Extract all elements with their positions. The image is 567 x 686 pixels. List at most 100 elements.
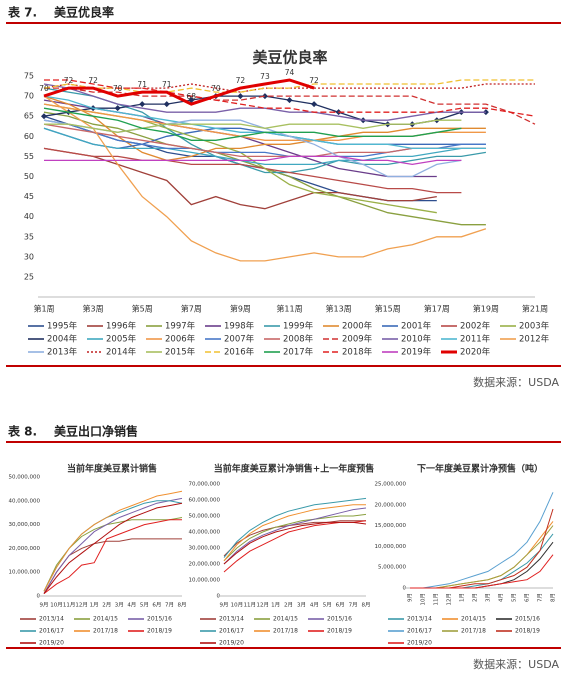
series-line <box>43 502 183 594</box>
marker <box>237 93 244 100</box>
series-line <box>410 521 554 589</box>
legend-label: 2002年 <box>460 321 491 332</box>
x-tick-label: 5月 <box>323 602 332 609</box>
x-tick-label: 12月 <box>75 602 88 609</box>
legend-label: 2012年 <box>519 334 550 345</box>
x-tick-label: 5月 <box>511 593 518 602</box>
y-tick-label: 15,000,000 <box>375 523 407 529</box>
y-tick-label: 65 <box>24 112 34 121</box>
x-tick-label: 12月 <box>256 602 269 609</box>
series-line <box>44 119 462 133</box>
legend-label: 2015/16 <box>327 616 352 623</box>
x-tick-label: 8月 <box>178 602 187 609</box>
legend-label: 1999年 <box>283 321 314 332</box>
legend-label: 2000年 <box>342 321 373 332</box>
x-tick-label: 3月 <box>485 593 492 602</box>
legend-label: 2013年 <box>47 347 78 358</box>
series-line <box>43 78 315 106</box>
x-tick-label: 第17周 <box>424 304 450 314</box>
legend-label: 2016/17 <box>39 628 64 635</box>
x-tick-label: 5月 <box>140 602 149 609</box>
series-line <box>43 107 462 141</box>
x-tick-label: 2月 <box>472 593 479 602</box>
series-line <box>223 520 366 557</box>
x-tick-label: 10月 <box>420 593 427 606</box>
series-line <box>410 554 554 589</box>
y-tick-label: 50 <box>24 172 34 181</box>
x-tick-label: 8月 <box>550 593 557 602</box>
legend-label: 2011年 <box>460 334 491 345</box>
data-label: 71 <box>162 80 172 89</box>
legend-label: 2013/14 <box>39 616 64 623</box>
legend-label: 2001年 <box>401 321 432 332</box>
series-line <box>43 519 182 594</box>
legend-label: 2014/15 <box>93 616 118 623</box>
legend-label: 2019/20 <box>407 640 432 647</box>
section-title: 美豆出口净销售 <box>54 424 138 439</box>
series-line <box>43 490 183 592</box>
marker <box>188 97 195 104</box>
x-tick-label: 12月 <box>446 593 453 606</box>
chart-title: 下一年度美豆累计净预售（吨） <box>417 463 543 475</box>
series-line <box>43 79 535 93</box>
legend-label: 2006年 <box>165 334 196 345</box>
legend-label: 2013/14 <box>407 616 432 623</box>
x-tick-label: 第19周 <box>473 304 499 314</box>
data-label: 72 <box>88 76 98 85</box>
series-line <box>43 147 437 210</box>
legend-label: 2016年 <box>224 347 255 358</box>
legend-label: 2018/19 <box>515 628 540 635</box>
y-tick-label: 40,000,000 <box>189 530 221 536</box>
x-tick-label: 1月 <box>459 593 466 602</box>
x-tick-label: 9月 <box>40 602 49 609</box>
y-tick-label: 35 <box>24 232 34 241</box>
legend-label: 2005年 <box>106 334 137 345</box>
x-tick-label: 2月 <box>284 602 293 609</box>
series-line <box>44 155 462 166</box>
x-tick-label: 第11周 <box>276 304 302 314</box>
legend-label: 2018年 <box>342 347 373 358</box>
section-title: 美豆优良率 <box>54 5 114 20</box>
legend-label: 2014/15 <box>461 616 486 623</box>
y-tick-label: 40,000,000 <box>9 498 41 504</box>
chart-title: 当前年度美豆累计销售 <box>67 463 157 475</box>
x-tick-label: 2月 <box>102 602 111 609</box>
x-tick-label: 1月 <box>90 602 99 609</box>
x-tick-label: 1月 <box>271 602 280 609</box>
legend-label: 1997年 <box>165 321 196 332</box>
series-line <box>223 504 366 562</box>
legend-label: 2013/14 <box>219 616 244 623</box>
x-tick-label: 4月 <box>498 593 505 602</box>
series-line <box>43 127 486 166</box>
y-tick-label: 50,000,000 <box>189 514 221 520</box>
legend-label: 1998年 <box>224 321 255 332</box>
x-tick-label: 11月 <box>63 602 76 609</box>
x-tick-label: 7月 <box>349 602 358 609</box>
y-tick-label: 20,000,000 <box>375 502 407 508</box>
y-tick-label: 75 <box>24 72 34 81</box>
chart-title: 美豆优良率 <box>252 49 327 67</box>
data-label: 68 <box>187 92 197 101</box>
legend-label: 2017/18 <box>461 628 486 635</box>
legend-label: 1996年 <box>106 321 137 332</box>
x-tick-label: 第3周 <box>83 304 104 314</box>
y-tick-label: 70,000,000 <box>189 482 221 488</box>
marker <box>286 97 293 104</box>
data-label: 70 <box>113 84 123 93</box>
y-tick-label: 30,000,000 <box>189 546 221 552</box>
series-line <box>223 521 367 565</box>
legend-label: 2014/15 <box>273 616 298 623</box>
x-tick-label: 第7周 <box>181 304 202 314</box>
y-tick-label: 70 <box>24 92 34 101</box>
series-line <box>43 538 182 594</box>
series-line <box>410 492 554 589</box>
y-tick-label: 40 <box>24 212 34 221</box>
data-label: 74 <box>285 68 295 77</box>
x-tick-label: 11月 <box>433 593 440 606</box>
legend-label: 2018/19 <box>327 628 352 635</box>
x-tick-label: 7月 <box>165 602 174 609</box>
marker <box>261 93 268 100</box>
legend-label: 2018/19 <box>147 628 172 635</box>
y-tick-label: 30 <box>24 252 34 261</box>
legend-label: 1995年 <box>47 321 78 332</box>
